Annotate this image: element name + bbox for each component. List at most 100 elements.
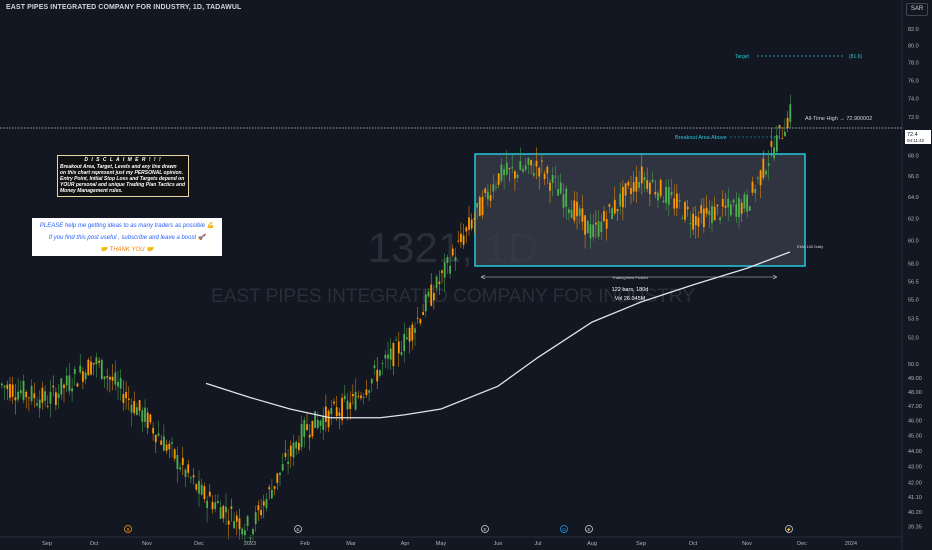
candle-body [665,186,667,203]
candle-body [211,501,214,510]
candle-body [649,182,651,195]
candle-body [208,491,211,497]
candle-body [195,484,198,490]
candle-body [187,464,190,473]
candle-body [578,208,581,216]
countdown: 04:11:42 [907,138,925,143]
candle-body [338,412,341,416]
time-tick-label: 2024 [845,541,857,547]
candle-body [765,171,767,175]
time-axis[interactable]: Sep Oct Nov Dec 2023 Feb Mar Apr May Jun Jul Aug Sep… [0,536,902,547]
candle-body [640,166,643,184]
candle-body [22,380,25,401]
price-tick-label: 58.0 [908,262,919,268]
help-line-3: 🤝 THANK YOU 🤝 [100,247,154,253]
candle-body [308,434,311,438]
price-tick-label: 39.35 [908,524,922,530]
candle-body [92,362,95,365]
candle-body [592,224,595,238]
candle-body [689,223,692,225]
candle-body [454,256,457,261]
candle-body [79,365,82,373]
event-marker-circle [481,525,489,533]
candle-body [154,435,157,443]
candle-body [38,399,41,409]
candle-body [565,188,568,207]
candle-body [705,207,708,214]
price-tick-label: 40.20 [908,510,922,516]
candle-body [535,160,538,167]
candle-body [387,354,389,359]
candle-body [751,181,754,193]
candle-body [222,505,225,519]
candle-body [586,221,589,234]
candle-body [414,328,416,333]
candle-body [73,369,76,375]
candle-body [171,442,173,444]
time-tick-label: Dec [194,541,204,547]
time-tick-label: 2023 [244,541,256,547]
candle-body [179,467,181,470]
candle-body [781,138,784,139]
candle-body [435,276,438,289]
candle-body [446,257,449,264]
candle-body [400,351,403,355]
candle-body [343,395,346,400]
ema-line [205,251,791,419]
candle-body [273,486,276,489]
candle-body [314,411,316,428]
date-range-measure[interactable]: TradingView Posted 122 bars, 180d Vol 26… [480,274,778,302]
currency-button[interactable]: SAR [906,3,928,16]
candle-body [230,506,233,509]
event-marker-label: E [587,527,590,532]
candle-body [311,420,314,437]
price-tick-label: 80.0 [908,44,919,50]
candle-body [144,407,146,422]
candle-body [643,177,646,181]
candle-body [260,510,262,516]
candle-body [673,198,676,209]
candle-body [357,396,360,397]
breakout-area-box[interactable] [474,153,806,267]
event-marker-circle [585,525,593,533]
ema-label: EMA 100 Daily [797,244,823,249]
date-range-volume: Vol 26.045M [615,296,646,302]
ath-label: All-Time High → 72.900002 [805,116,872,122]
candle-body [241,528,244,535]
candle-body [595,222,597,225]
candle-body [136,407,138,416]
candle-body [306,424,308,430]
candle-body [1,383,3,386]
candle-body [141,410,144,422]
date-range-arrow-right [772,274,778,280]
candle-body [511,167,514,169]
time-tick-label: Dec [797,541,807,547]
candle-body [281,464,284,471]
candle-body [524,165,527,170]
candle-body [743,194,746,209]
candle-body [316,419,319,429]
candle-body [203,486,206,499]
price-tick-label: 82.0 [908,27,919,33]
candle-body [616,209,619,212]
candle-body [627,181,630,186]
candle-body [589,224,592,239]
candle-body [411,324,414,341]
candle-body [246,516,249,526]
candle-body [692,213,694,230]
candle-body [17,391,19,400]
event-marker-circle [785,525,793,533]
candle-body [481,196,484,216]
candle-body [287,461,289,464]
candle-body [503,169,505,176]
candle-body [462,235,465,245]
price-tick-label: 62.0 [908,216,919,222]
price-tick-label: 48.00 [908,390,922,396]
candle-body [63,384,65,389]
candle-body [541,160,543,162]
candle-body [200,484,203,495]
candle-body [365,389,368,396]
event-marker-label: E [296,527,299,532]
